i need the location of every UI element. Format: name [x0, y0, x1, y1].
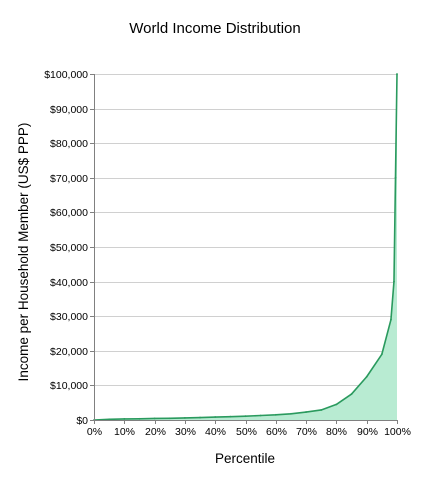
y-tick-label: $40,000	[50, 277, 88, 289]
data-point	[244, 415, 247, 418]
x-tick-label: 50%	[236, 426, 257, 438]
y-tick-label: $60,000	[50, 207, 88, 219]
data-point	[390, 318, 392, 321]
data-point	[350, 393, 353, 395]
series-line	[93, 73, 398, 421]
data-point	[153, 417, 156, 420]
y-tick-label: $90,000	[50, 104, 88, 116]
x-tick-label: 60%	[266, 426, 287, 438]
data-point	[108, 418, 111, 421]
data-point	[274, 413, 277, 416]
data-point	[199, 416, 201, 419]
x-tick-labels: 0% 10% 20% 30% 40% 50% 60% 70% 80% 90% 100%	[87, 426, 411, 438]
y-tick-label: $80,000	[50, 138, 88, 150]
x-tick-label: 70%	[296, 426, 317, 438]
y-tick-labels: $0 $10,000 $20,000 $30,000 $40,000 $50,000 $60…	[44, 69, 88, 427]
data-point	[184, 417, 186, 419]
data-point	[259, 414, 262, 417]
data-point	[229, 415, 232, 418]
x-tick-label: 100%	[384, 426, 411, 438]
x-tick-label: 10%	[114, 426, 135, 438]
data-point	[290, 412, 292, 415]
axes	[90, 74, 398, 424]
y-tick-label: $30,000	[50, 311, 88, 323]
data-point	[305, 411, 307, 413]
data-point	[393, 280, 395, 283]
y-axis-title: Income per Household Member (US$ PPP)	[16, 123, 31, 382]
data-point	[380, 353, 383, 356]
gridlines	[94, 74, 397, 386]
data-point	[320, 409, 323, 411]
x-axis-title: Percentile	[215, 451, 275, 466]
x-tick-label: 20%	[145, 426, 166, 438]
data-point	[335, 403, 338, 406]
x-tick-label: 90%	[357, 426, 378, 438]
y-tick-label: $50,000	[50, 242, 88, 254]
data-point	[123, 418, 126, 420]
y-tick-label: $100,000	[44, 69, 88, 81]
x-tick-label: 30%	[175, 426, 196, 438]
x-tick-label: 80%	[326, 426, 347, 438]
y-tick-label: $70,000	[50, 173, 88, 185]
chart-title: World Income Distribution	[129, 20, 300, 37]
y-tick-label: $10,000	[50, 380, 88, 392]
x-tick-label: 0%	[87, 426, 102, 438]
data-point	[214, 416, 217, 418]
data-point	[365, 375, 368, 378]
data-point	[168, 417, 171, 420]
y-tick-label: $0	[76, 415, 88, 427]
data-point	[396, 73, 398, 75]
area-fill	[94, 74, 397, 420]
data-point	[138, 417, 141, 420]
x-tick-label: 40%	[205, 426, 226, 438]
data-point	[394, 176, 397, 179]
y-tick-label: $20,000	[50, 346, 88, 358]
